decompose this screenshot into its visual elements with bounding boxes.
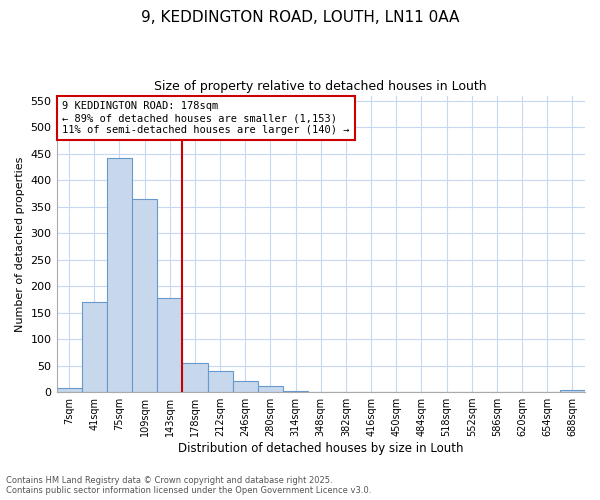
Bar [233,382,258,392]
Bar [56,388,82,392]
X-axis label: Distribution of detached houses by size in Louth: Distribution of detached houses by size … [178,442,464,455]
Text: Contains HM Land Registry data © Crown copyright and database right 2025.
Contai: Contains HM Land Registry data © Crown c… [6,476,371,495]
Bar [107,158,132,392]
Bar [182,363,208,392]
Title: Size of property relative to detached houses in Louth: Size of property relative to detached ho… [154,80,487,93]
Text: 9, KEDDINGTON ROAD, LOUTH, LN11 0AA: 9, KEDDINGTON ROAD, LOUTH, LN11 0AA [141,10,459,25]
Bar [283,391,308,392]
Bar [132,199,157,392]
Bar [82,302,107,392]
Text: 9 KEDDINGTON ROAD: 178sqm
← 89% of detached houses are smaller (1,153)
11% of se: 9 KEDDINGTON ROAD: 178sqm ← 89% of detac… [62,102,349,134]
Bar [208,371,233,392]
Bar [560,390,585,392]
Y-axis label: Number of detached properties: Number of detached properties [15,156,25,332]
Bar [258,386,283,392]
Bar [157,298,182,392]
